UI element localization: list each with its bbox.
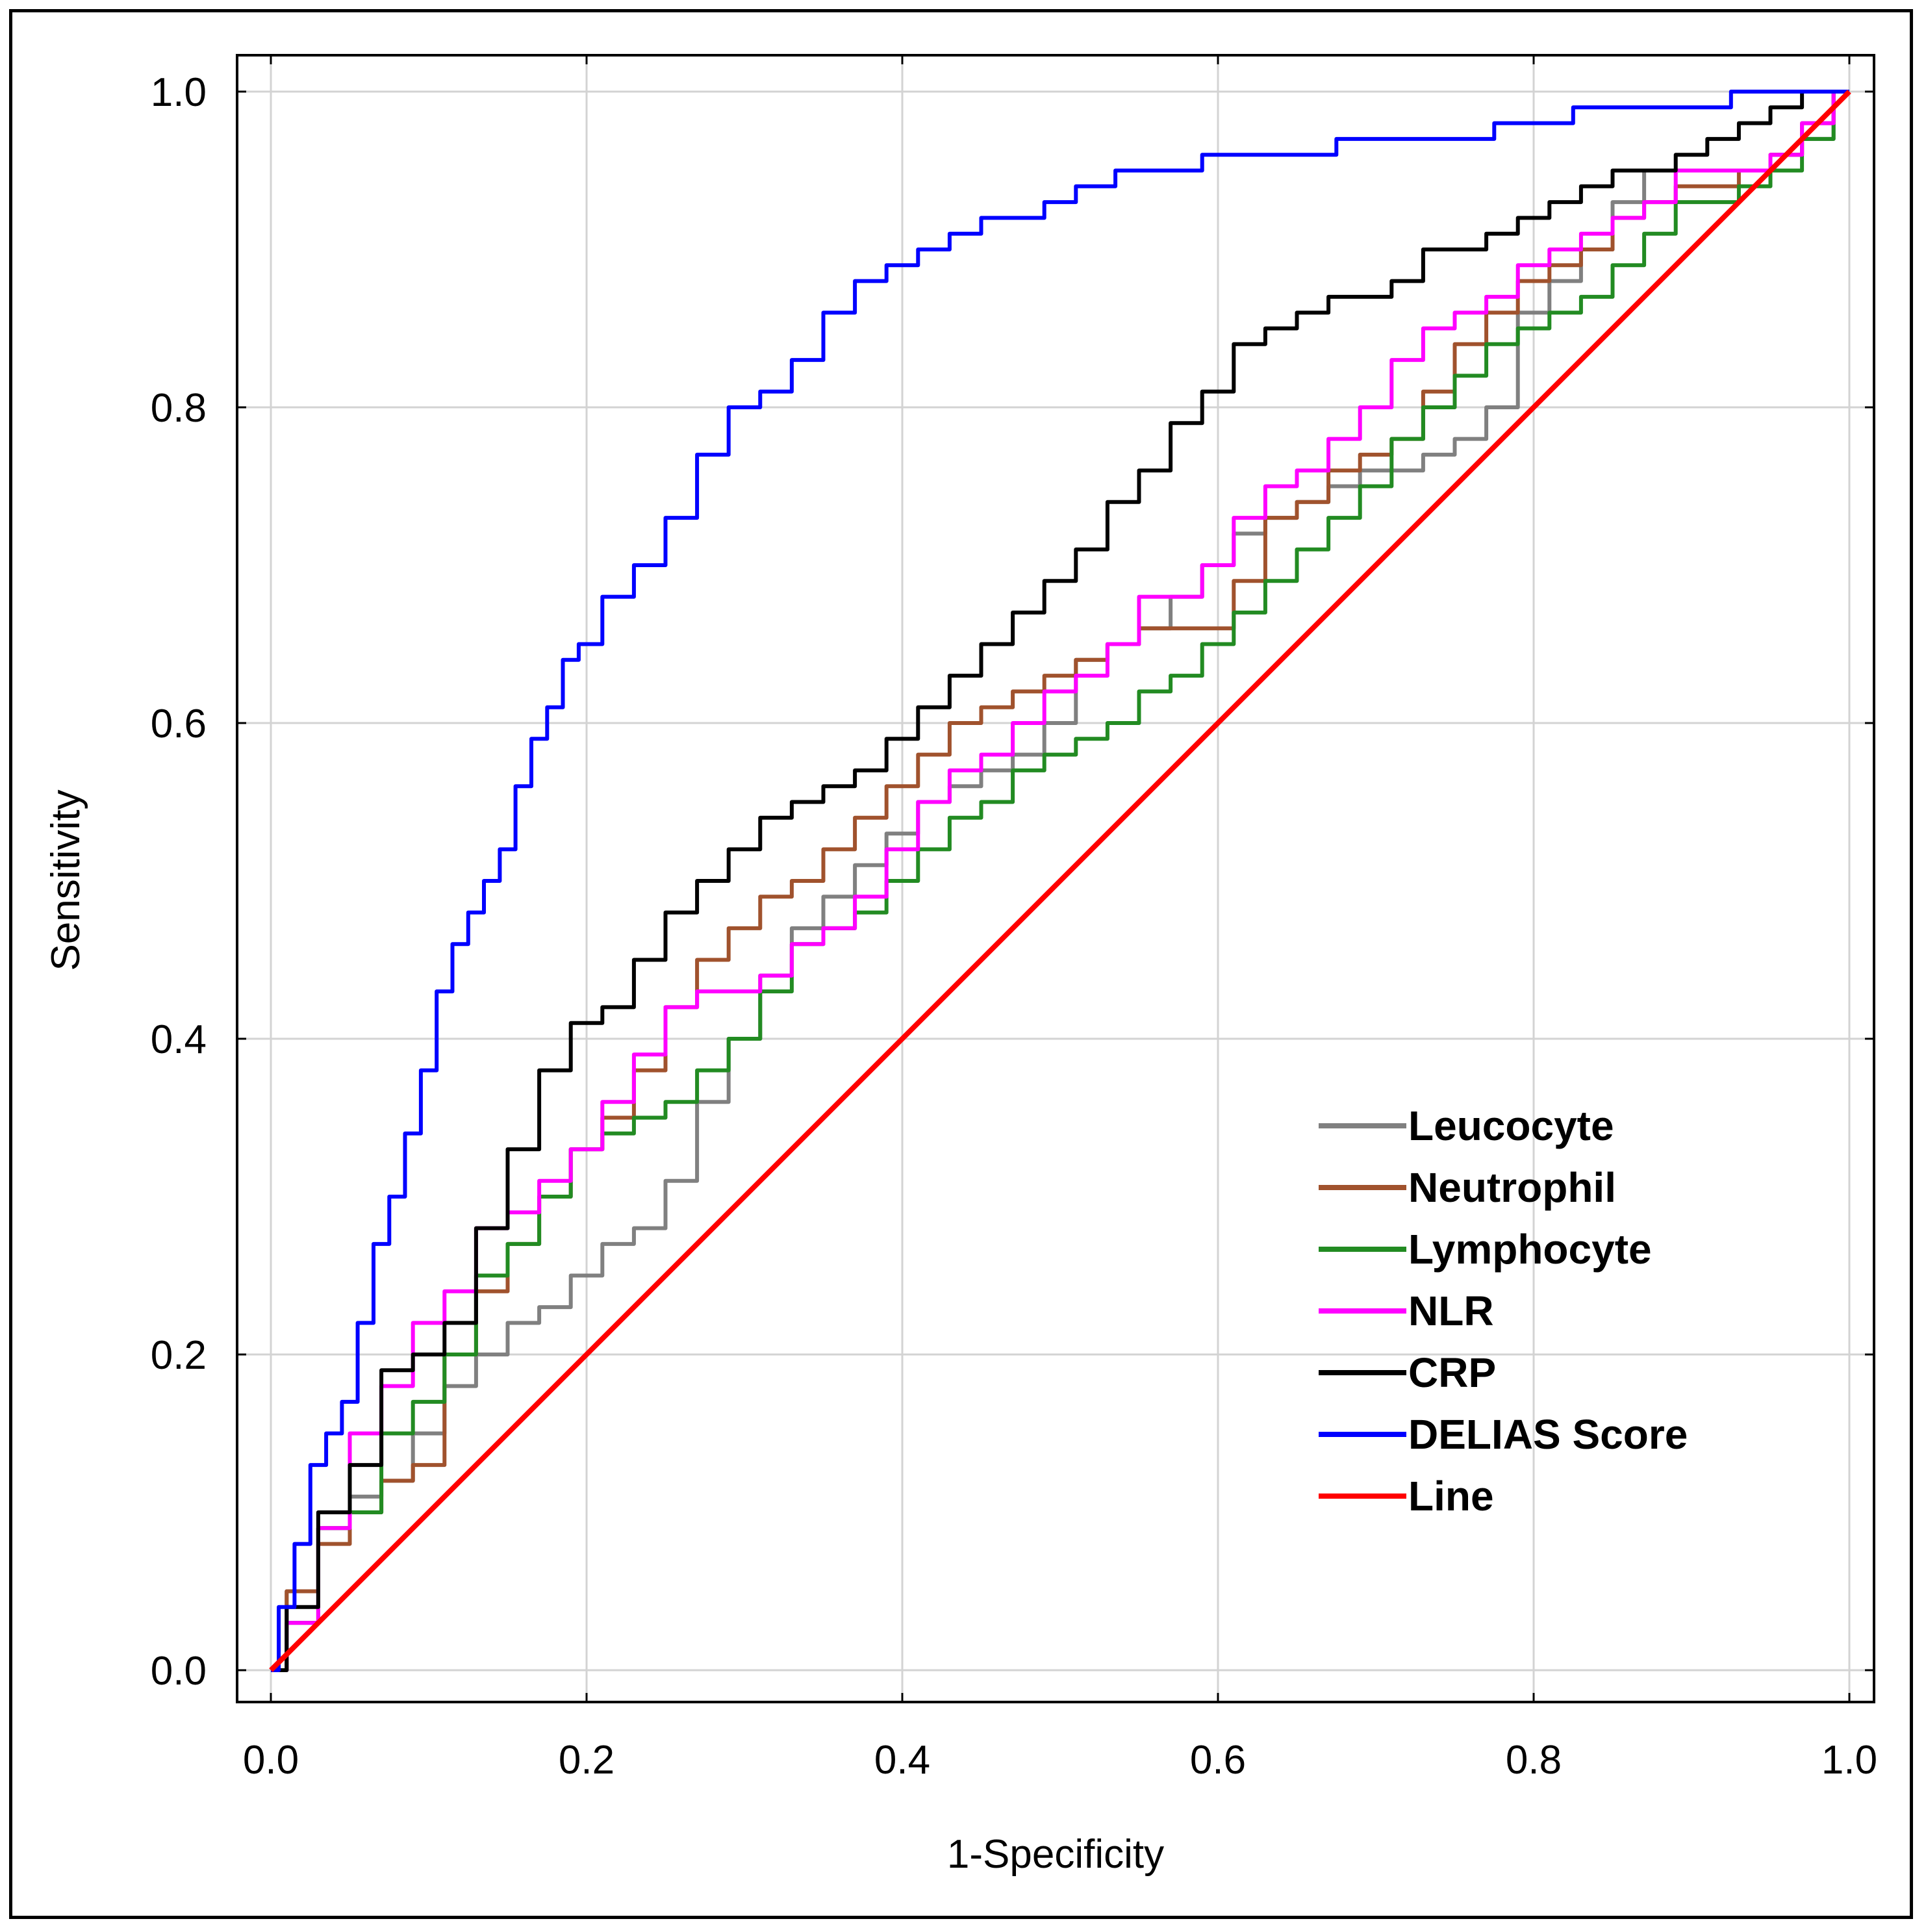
y-tick-label: 0.4 bbox=[151, 1017, 207, 1062]
series-lines bbox=[269, 90, 1851, 1672]
legend-label-neutrophil: Neutrophil bbox=[1408, 1164, 1616, 1211]
y-tick-label: 0.2 bbox=[151, 1333, 207, 1378]
series-line-delias-score bbox=[271, 90, 1849, 1672]
x-tick-label: 0.0 bbox=[243, 1738, 299, 1783]
x-tick-label: 1.0 bbox=[1821, 1738, 1877, 1783]
legend: Leucocyte Neutrophil Lymphocyte NLR CRP DELIA… bbox=[1319, 1102, 1688, 1519]
y-tick-label: 1.0 bbox=[151, 70, 207, 115]
x-axis-ticks: 0.0 0.2 0.4 0.6 0.8 1.0 bbox=[243, 55, 1877, 1783]
legend-label-crp: CRP bbox=[1408, 1349, 1496, 1396]
series-line-lymphocyte bbox=[271, 90, 1849, 1672]
y-axis-title: Sensitivity bbox=[44, 789, 88, 971]
legend-label-lymphocyte: Lymphocyte bbox=[1408, 1226, 1652, 1273]
legend-label-nlr: NLR bbox=[1408, 1288, 1494, 1334]
x-axis-title: 1-Specificity bbox=[947, 1832, 1164, 1877]
series-line-crp bbox=[271, 90, 1849, 1672]
legend-label-delias-score: DELIAS Score bbox=[1408, 1411, 1688, 1458]
x-tick-label: 0.2 bbox=[559, 1738, 615, 1783]
legend-label-line: Line bbox=[1408, 1473, 1494, 1519]
x-tick-label: 0.6 bbox=[1190, 1738, 1246, 1783]
x-tick-label: 0.4 bbox=[874, 1738, 930, 1783]
chart-frame bbox=[9, 9, 1913, 1919]
y-tick-label: 0.8 bbox=[151, 386, 207, 431]
plot-border bbox=[236, 54, 1875, 1703]
series-line-line bbox=[269, 90, 1851, 1672]
y-tick-label: 0.0 bbox=[151, 1649, 207, 1694]
series-line-nlr bbox=[271, 90, 1849, 1672]
y-axis-ticks: 0.0 0.2 0.4 0.6 0.8 1.0 bbox=[151, 70, 1874, 1694]
x-tick-label: 0.8 bbox=[1506, 1738, 1562, 1783]
legend-label-leucocyte: Leucocyte bbox=[1408, 1102, 1614, 1149]
y-tick-label: 0.6 bbox=[151, 702, 207, 746]
